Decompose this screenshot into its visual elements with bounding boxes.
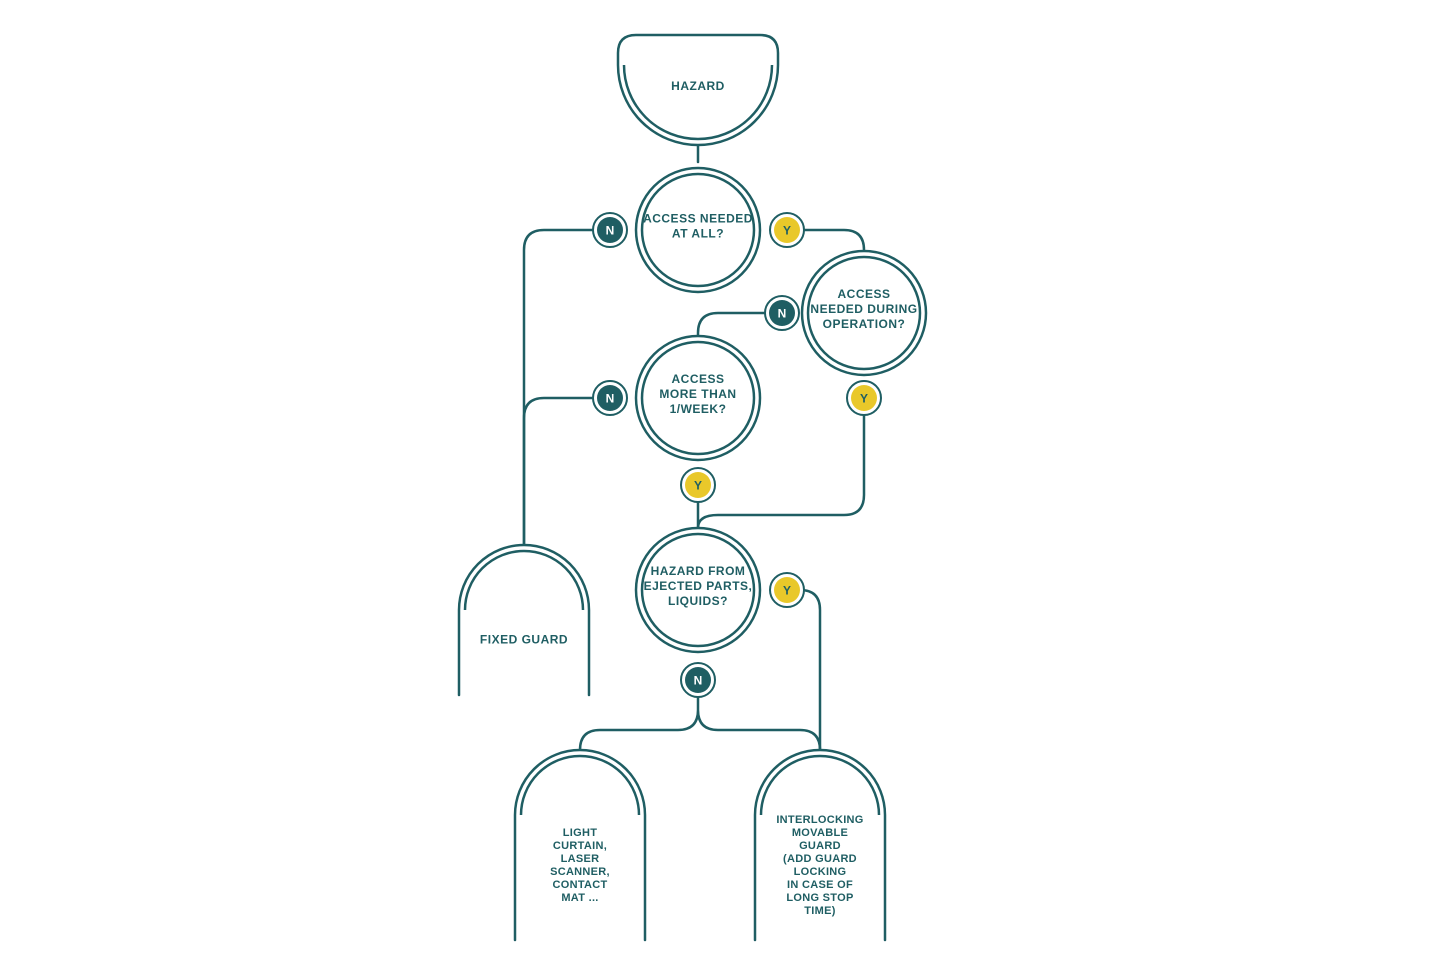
- label: FIXED GUARD: [480, 632, 568, 646]
- badge-q3_no: N: [593, 381, 627, 415]
- badge-q2_no: N: [765, 296, 799, 330]
- node-hazard: HAZARD: [618, 35, 778, 145]
- label: HAZARD: [671, 79, 725, 93]
- svg-text:Y: Y: [860, 392, 868, 406]
- edge-q1_yes_q2: [804, 230, 864, 251]
- node-q2: ACCESSNEEDED DURINGOPERATION?: [802, 251, 926, 375]
- badge-q1_yes: Y: [770, 213, 804, 247]
- badge-q2_yes: Y: [847, 381, 881, 415]
- node-fixed: FIXED GUARD: [459, 545, 589, 695]
- badge-q1_no: N: [593, 213, 627, 247]
- node-q1: ACCESS NEEDEDAT ALL?: [636, 168, 760, 292]
- node-interlock: INTERLOCKINGMOVABLEGUARD(ADD GUARDLOCKIN…: [755, 750, 885, 940]
- hazard-flowchart: HAZARD ACCESS NEEDEDAT ALL? ACCESSNEEDED D…: [0, 0, 1440, 954]
- svg-text:Y: Y: [783, 224, 791, 238]
- edge-q1_no_fixed: [524, 230, 593, 545]
- svg-text:N: N: [778, 307, 787, 321]
- edge-q3_no_fixed: [524, 398, 593, 545]
- badge-q4_yes: Y: [770, 573, 804, 607]
- badge-q4_no: N: [681, 663, 715, 697]
- svg-text:Y: Y: [783, 584, 791, 598]
- svg-text:N: N: [694, 674, 703, 688]
- edge-q2_no_q3: [698, 313, 765, 336]
- badge-q3_yes: Y: [681, 468, 715, 502]
- svg-text:N: N: [606, 224, 615, 238]
- node-q3: ACCESSMORE THAN1/WEEK?: [636, 336, 760, 460]
- svg-text:N: N: [606, 392, 615, 406]
- node-q4: HAZARD FROMEJECTED PARTS,LIQUIDS?: [636, 528, 760, 652]
- edge-q4_yes_inter: [800, 590, 820, 750]
- node-light: LIGHTCURTAIN,LASERSCANNER,CONTACTMAT ...: [515, 750, 645, 940]
- svg-text:Y: Y: [694, 479, 702, 493]
- edge-q4_no_split: [580, 697, 820, 750]
